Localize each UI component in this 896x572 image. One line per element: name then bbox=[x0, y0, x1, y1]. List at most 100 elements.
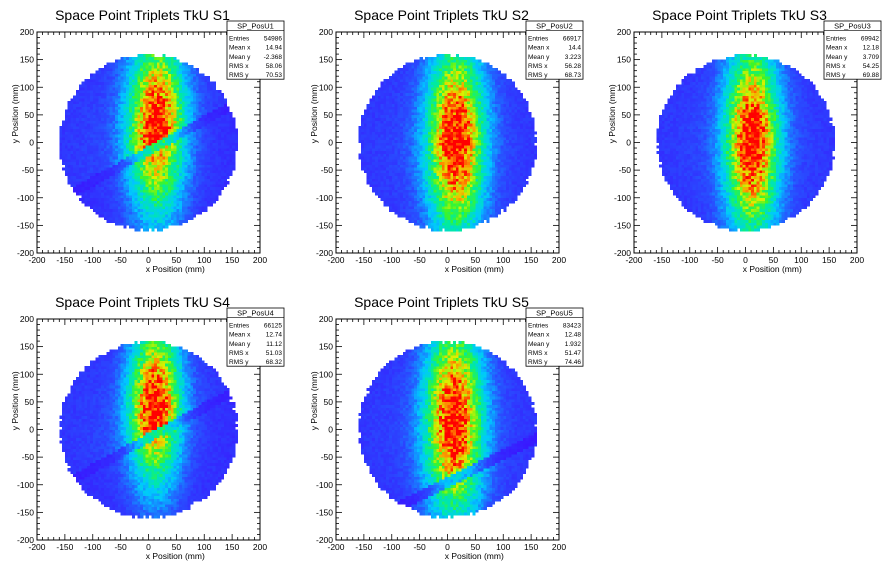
heatmap-bin bbox=[176, 183, 180, 188]
heatmap-bin bbox=[380, 134, 384, 138]
heatmap-bins bbox=[358, 54, 538, 232]
heatmap-bin bbox=[78, 87, 82, 91]
heatmap-bin bbox=[165, 84, 169, 88]
histogram-panel-2: -200 -150 -100 -50 0 50 100 150 200-200-150-100-… bbox=[309, 7, 584, 274]
heatmap-bin bbox=[154, 78, 158, 83]
heatmap-bin bbox=[112, 181, 116, 185]
heatmap-bin bbox=[128, 67, 133, 72]
heatmap-bin bbox=[137, 197, 141, 201]
heatmap-bin bbox=[187, 65, 191, 69]
heatmap-bin bbox=[394, 200, 398, 204]
heatmap-bin bbox=[62, 145, 66, 149]
heatmap-bin bbox=[76, 128, 80, 132]
heatmap-bin bbox=[411, 125, 415, 130]
heatmap-bin bbox=[84, 98, 88, 102]
heatmap-bin bbox=[137, 73, 141, 77]
heatmap-bin bbox=[372, 114, 376, 118]
heatmap-bin bbox=[439, 192, 443, 196]
heatmap-bin bbox=[380, 156, 384, 160]
heatmap-bin bbox=[400, 84, 404, 88]
heatmap-bin bbox=[179, 167, 183, 171]
heatmap-bin bbox=[439, 87, 443, 91]
heatmap-bin bbox=[430, 214, 434, 218]
heatmap-bin bbox=[148, 114, 152, 118]
heatmap-bin bbox=[414, 214, 418, 218]
heatmap-bin bbox=[67, 134, 71, 138]
heatmap-bin bbox=[131, 87, 135, 91]
heatmap-bin bbox=[73, 131, 77, 135]
heatmap-bin bbox=[73, 175, 77, 179]
heatmap-bin bbox=[154, 186, 158, 190]
heatmap-bin bbox=[148, 59, 152, 63]
heatmap-bin bbox=[380, 164, 384, 168]
heatmap-bin bbox=[76, 159, 80, 163]
heatmap-bin bbox=[137, 103, 141, 107]
heatmap-bin bbox=[165, 120, 169, 124]
heatmap-bin bbox=[193, 90, 197, 94]
heatmap-bin bbox=[419, 159, 423, 163]
heatmap-bin bbox=[377, 98, 381, 102]
heatmap-bin bbox=[151, 181, 155, 185]
heatmap-bin bbox=[433, 84, 437, 88]
heatmap-bin bbox=[67, 167, 71, 171]
heatmap-bin bbox=[176, 145, 180, 149]
heatmap-bin bbox=[123, 90, 127, 94]
heatmap-bin bbox=[212, 178, 216, 182]
heatmap-bin bbox=[151, 87, 155, 91]
heatmap-bin bbox=[168, 114, 172, 118]
heatmap-bin bbox=[176, 189, 180, 193]
heatmap-bin bbox=[444, 142, 448, 146]
heatmap-bin bbox=[369, 109, 373, 113]
heatmap-bin bbox=[433, 78, 437, 83]
heatmap-bin bbox=[226, 136, 230, 141]
heatmap-bin bbox=[62, 131, 66, 135]
heatmap-bin bbox=[123, 120, 127, 124]
heatmap-bin bbox=[151, 200, 155, 204]
heatmap-bin bbox=[103, 117, 108, 121]
heatmap-bin bbox=[187, 203, 191, 207]
heatmap-bin bbox=[400, 70, 404, 74]
heatmap-bin bbox=[117, 153, 121, 157]
heatmap-bin bbox=[112, 148, 116, 152]
heatmap-bin bbox=[430, 200, 434, 204]
heatmap-bin bbox=[416, 134, 420, 138]
heatmap-bin bbox=[369, 181, 373, 185]
heatmap-bin bbox=[372, 95, 376, 99]
heatmap-bin bbox=[190, 192, 194, 196]
heatmap-bin bbox=[176, 159, 180, 163]
heatmap-bin bbox=[103, 84, 108, 88]
heatmap-bin bbox=[106, 161, 110, 165]
heatmap-bin bbox=[209, 117, 213, 121]
heatmap-bin bbox=[170, 203, 174, 207]
heatmap-bin bbox=[64, 145, 69, 149]
heatmap-bin bbox=[162, 172, 166, 176]
heatmap-bin bbox=[419, 164, 423, 168]
heatmap-bin bbox=[137, 98, 141, 102]
heatmap-bin bbox=[142, 172, 147, 176]
heatmap-bin bbox=[126, 73, 130, 77]
heatmap-bin bbox=[134, 59, 138, 63]
heatmap-bin bbox=[427, 167, 432, 171]
heatmap-bin bbox=[181, 114, 186, 118]
heatmap-bin bbox=[386, 200, 390, 204]
heatmap-bin bbox=[140, 194, 144, 199]
heatmap-bin bbox=[159, 131, 163, 135]
heatmap-bin bbox=[98, 125, 102, 130]
heatmap-bin bbox=[366, 125, 370, 130]
heatmap-bin bbox=[154, 148, 158, 152]
heatmap-bin bbox=[377, 153, 381, 157]
heatmap-bin bbox=[106, 145, 110, 149]
heatmap-bin bbox=[173, 222, 177, 226]
heatmap-bin bbox=[131, 189, 135, 193]
heatmap-bin bbox=[408, 142, 412, 146]
heatmap-bin bbox=[184, 161, 188, 165]
heatmap-bin bbox=[201, 101, 205, 105]
heatmap-bin bbox=[103, 136, 108, 141]
heatmap-bin bbox=[223, 123, 227, 127]
heatmap-bin bbox=[372, 134, 376, 138]
heatmap-bin bbox=[427, 219, 432, 223]
heatmap-bin bbox=[416, 194, 420, 199]
heatmap-bin bbox=[433, 208, 437, 212]
heatmap-bin bbox=[427, 217, 432, 221]
heatmap-bin bbox=[414, 78, 418, 83]
